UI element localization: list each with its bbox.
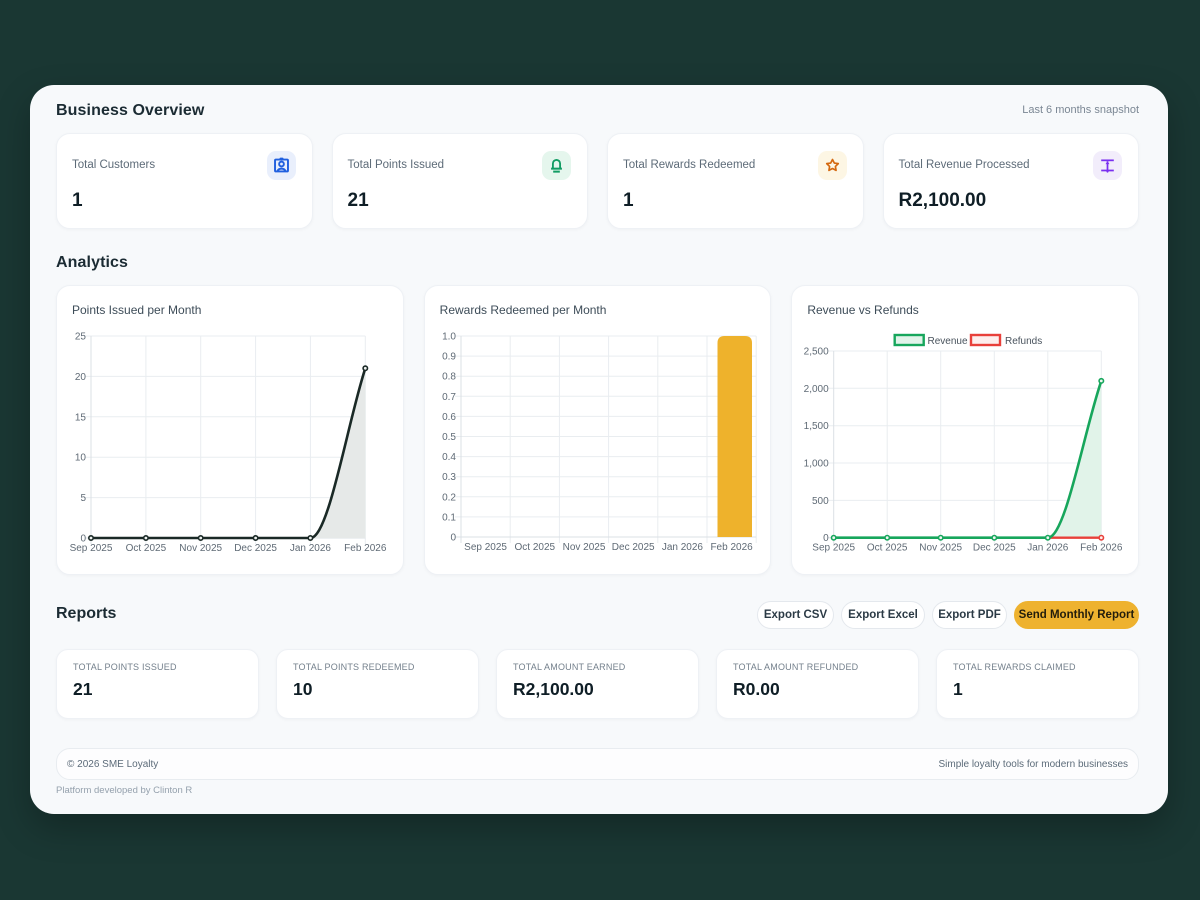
svg-text:Feb 2026: Feb 2026 (710, 542, 753, 553)
svg-text:Sep 2025: Sep 2025 (464, 542, 507, 553)
svg-text:Dec 2025: Dec 2025 (973, 543, 1016, 554)
svg-text:1,000: 1,000 (804, 459, 829, 470)
svg-text:25: 25 (75, 332, 87, 343)
svg-text:0: 0 (80, 534, 86, 545)
svg-text:Refunds: Refunds (1005, 336, 1042, 347)
svg-text:Jan 2026: Jan 2026 (290, 543, 332, 554)
svg-text:Jan 2026: Jan 2026 (1028, 543, 1070, 554)
svg-text:Oct 2025: Oct 2025 (514, 542, 555, 553)
svg-text:Oct 2025: Oct 2025 (867, 543, 908, 554)
svg-text:5: 5 (80, 493, 86, 504)
svg-text:0.2: 0.2 (442, 492, 456, 503)
svg-text:Jan 2026: Jan 2026 (661, 542, 703, 553)
svg-text:0.4: 0.4 (442, 452, 456, 463)
svg-text:Oct 2025: Oct 2025 (126, 543, 167, 554)
svg-text:Feb 2026: Feb 2026 (344, 543, 387, 554)
svg-text:0.8: 0.8 (442, 372, 456, 383)
svg-text:Dec 2025: Dec 2025 (234, 543, 277, 554)
svg-text:Nov 2025: Nov 2025 (562, 542, 605, 553)
svg-text:10: 10 (75, 453, 87, 464)
svg-text:Sep 2025: Sep 2025 (813, 543, 856, 554)
svg-text:20: 20 (75, 372, 87, 383)
svg-text:1.0: 1.0 (442, 332, 456, 343)
svg-text:Sep 2025: Sep 2025 (70, 543, 113, 554)
svg-text:Nov 2025: Nov 2025 (179, 543, 222, 554)
svg-text:500: 500 (812, 496, 829, 507)
svg-text:0.9: 0.9 (442, 352, 456, 363)
svg-text:0.6: 0.6 (442, 412, 456, 423)
svg-text:2,000: 2,000 (804, 384, 829, 395)
svg-text:0: 0 (450, 533, 456, 544)
svg-text:0.1: 0.1 (442, 512, 456, 523)
svg-text:Dec 2025: Dec 2025 (611, 542, 654, 553)
svg-text:2,500: 2,500 (804, 347, 829, 358)
svg-text:0.7: 0.7 (442, 392, 456, 403)
svg-text:15: 15 (75, 412, 87, 423)
svg-text:0.5: 0.5 (442, 432, 456, 443)
svg-text:0: 0 (823, 533, 829, 544)
svg-text:Revenue: Revenue (928, 336, 968, 347)
svg-text:1,500: 1,500 (804, 421, 829, 432)
svg-text:Nov 2025: Nov 2025 (920, 543, 963, 554)
svg-text:0.3: 0.3 (442, 472, 456, 483)
svg-text:Feb 2026: Feb 2026 (1081, 543, 1124, 554)
